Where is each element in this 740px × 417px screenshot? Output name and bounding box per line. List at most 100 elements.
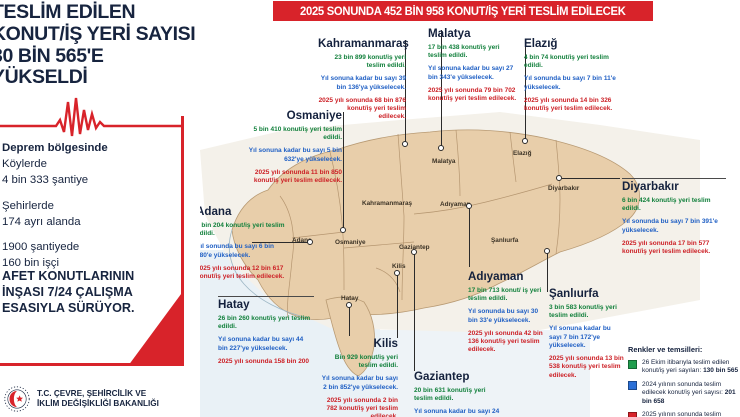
callout-2025-sanliurfa: 2025 yılı sonunda 13 bin 538 konut/iş ye…	[549, 355, 624, 379]
map-label-gaziantep: Gaziantep	[399, 244, 430, 251]
leader-kilis	[397, 274, 398, 338]
leader-adana	[252, 242, 310, 243]
callout-yearend-elazig: Yıl sonunda bu sayı 7 bin 11'e yükselece…	[524, 75, 616, 91]
legend-item-2025: 2025 yılının sonunda teslim edilecek kon…	[628, 411, 740, 417]
legend-item-2024: 2024 yılının sonunda teslim edilecek kon…	[628, 381, 740, 406]
map-label-kahramanmaras: Kahramanmaraş	[362, 200, 413, 207]
stat-workers-value: 160 bin işçi	[2, 257, 59, 270]
callout-yearend-adiyaman: Yıl sonunda bu sayı 30 bin 33'e yükselec…	[468, 308, 539, 324]
callout-delivered-diyarbakir: 6 bin 424 konut/iş yeri teslim edildi.	[622, 196, 711, 212]
callout-2025-adana: 2025 yılı sonunda 12 bin 617 konut/iş ye…	[196, 264, 285, 280]
callout-yearend-malatya: Yıl sonuna kadar bu sayı 27 bin 343'e yü…	[428, 65, 514, 81]
pin-hatay	[346, 302, 352, 308]
callout-delivered-osmaniye: 5 bin 410 konut/iş yeri teslim edildi.	[253, 125, 342, 141]
callout-kahramanmaras: Kahramanmaraş 23 bin 899 konut/iş yeri t…	[318, 37, 409, 122]
pin-gaziantep	[411, 249, 417, 255]
callout-2025-diyarbakir: 2025 yılı sonunda 17 bin 577 konut/iş ye…	[622, 239, 711, 255]
legend-swatch-blue	[628, 381, 637, 391]
stats-block: Deprem bölgesinde Köylerde 4 bin 333 şan…	[2, 140, 182, 280]
ministry-line-1: T.C. ÇEVRE, ŞEHİRCİLİK VE	[37, 388, 147, 398]
banner-text: 2025 SONUNDA 452 BİN 958 KONUT/İŞ YERİ T…	[300, 4, 626, 18]
pin-diyarbakir	[556, 175, 562, 181]
legend-text-red: 2025 yılının sonunda teslim edilecek kon…	[642, 411, 722, 417]
stat-villages-value: 4 bin 333 şantiye	[2, 174, 89, 187]
callout-city-name-diyarbakir: Diyarbakır	[622, 180, 679, 193]
callout-2025-osmaniye: 2025 yılı sonunda 11 bin 850 konut/iş ye…	[253, 168, 342, 184]
leader-malatya	[441, 30, 442, 148]
leader-sanliurfa	[547, 252, 548, 292]
headline-banner: 2025 SONUNDA 452 BİN 958 KONUT/İŞ YERİ T…	[273, 1, 653, 21]
legend-swatch-red	[628, 411, 637, 417]
map-label-adana: Adana	[292, 237, 312, 244]
callout-2025-adiyaman: 2025 yılı sonunda 42 bin 136 konut/iş ye…	[468, 329, 543, 354]
callout-yearend-adana: Yıl sonunda bu sayı 6 bin 680'e yükselec…	[196, 243, 275, 259]
callout-city-name-adiyaman: Adıyaman	[468, 270, 524, 283]
callout-diyarbakir: Diyarbakır 6 bin 424 konut/iş yeri tesli…	[622, 178, 726, 256]
leader-kahramanmaras	[405, 40, 406, 144]
callout-city-name-osmaniye: Osmaniye	[286, 109, 342, 122]
callout-adiyaman: Adıyaman 17 bin 713 konut/ iş yeri tesli…	[468, 270, 546, 355]
pin-sanliurfa	[544, 248, 550, 254]
callout-yearend-gaziantep: Yıl sonuna kadar bu sayı 24 bin 191'e yü…	[414, 408, 500, 417]
callout-delivered-malatya: 17 bin 438 konut/iş yeri teslim edildi.	[428, 43, 500, 59]
legend-text-blue: 2024 yılının sonunda teslim edilecek kon…	[642, 380, 736, 405]
pin-kilis	[394, 270, 400, 276]
callout-delivered-hatay: 26 bin 260 konut/iş yeri teslim edildi.	[218, 314, 311, 330]
ministry-branding: T.C. ÇEVRE, ŞEHİRCİLİK VE İKLİM DEĞİŞİKL…	[4, 386, 159, 412]
heartbeat-ekg-icon	[0, 97, 184, 137]
callout-osmaniye: Osmaniye 5 bin 410 konut/iş yeri teslim …	[248, 109, 342, 185]
coastline	[228, 229, 309, 319]
left-info-panel: TESLİM EDİLEN KONUT/İŞ YERİ SAYISI 30 Bİ…	[0, 0, 200, 417]
leader-gaziantep	[414, 253, 415, 371]
callout-city-name-sanliurfa: Şanlıurfa	[549, 287, 599, 300]
callout-delivered-elazig: 4 bin 74 konut/iş yeri teslim edildi.	[524, 53, 609, 69]
map-label-adiyaman: Adıyaman	[440, 201, 471, 208]
callout-2025-kilis: 2025 yılı sonunda 2 bin 782 konut/iş yer…	[326, 396, 398, 417]
map-label-diyarbakir: Diyarbakır	[548, 185, 580, 192]
callout-delivered-kilis: Bin 929 konut/iş yeri teslim edildi.	[334, 353, 398, 369]
callout-city-name-adana: Adana	[196, 205, 232, 218]
pin-kahramanmaras	[402, 141, 408, 147]
pin-elazig	[522, 138, 528, 144]
page-title: TESLİM EDİLEN KONUT/İŞ YERİ SAYISI 30 Bİ…	[0, 1, 196, 89]
callout-delivered-adiyaman: 17 bin 713 konut/ iş yeri teslim edildi.	[468, 286, 542, 302]
leader-adiyaman	[469, 207, 470, 267]
callout-city-name-kilis: Kilis	[373, 337, 398, 350]
callout-city-name-elazig: Elazığ	[524, 37, 558, 50]
leader-hatay	[349, 306, 350, 336]
closing-statement: AFET KONUTLARININ İNŞASI 7/24 ÇALIŞMA ES…	[2, 269, 135, 316]
callout-city-name-gaziantep: Gaziantep	[414, 370, 470, 383]
pin-adiyaman	[466, 203, 472, 209]
callout-adana: Adana 3 bin 204 konut/iş yeri teslim edi…	[196, 205, 288, 281]
stat-villages-label: Deprem bölgesinde	[2, 142, 108, 154]
ministry-name: T.C. ÇEVRE, ŞEHİRCİLİK VE İKLİM DEĞİŞİKL…	[37, 389, 159, 410]
ministry-line-2: İKLİM DEĞİŞİKLİĞİ BAKANLIĞI	[37, 399, 159, 408]
callout-yearend-sanliurfa: Yıl sonuna kadar bu sayı 7 bin 172'ye yü…	[549, 325, 611, 349]
pin-malatya	[438, 145, 444, 151]
stat-villages-sub: Köylerde	[2, 158, 47, 171]
province-borders	[279, 129, 561, 319]
map-label-sanliurfa: Şanlıurfa	[491, 237, 519, 244]
callout-gaziantep: Gaziantep 20 bin 631 konut/iş yeri tesli…	[414, 370, 506, 417]
leader-elazig	[525, 40, 526, 140]
callout-delivered-kahramanmaras: 23 bin 899 konut/iş yeri teslim edildi.	[334, 53, 406, 69]
map-label-osmaniye: Osmaniye	[335, 239, 366, 246]
map-label-kilis: Kilis	[392, 263, 406, 270]
stat-workers-label: 1900 şantiyede	[2, 240, 80, 253]
leader-osmaniye	[343, 112, 344, 230]
stat-cities-label: Şehirlerde	[2, 199, 54, 212]
stat-workers: 1900 şantiyede 160 bin işçi	[2, 239, 182, 271]
sea-area-south	[380, 330, 590, 417]
map-label-malatya: Malatya	[432, 158, 456, 165]
callout-2025-kahramanmaras: 2025 yılı sonunda 68 bin 876 konut/iş ye…	[318, 96, 406, 121]
callout-hatay: Hatay 26 bin 260 konut/iş yeri teslim ed…	[218, 296, 314, 366]
callout-2025-malatya: 2025 yılı sonunda 79 bin 702 konut/iş ye…	[428, 86, 517, 102]
legend-swatch-green	[628, 359, 637, 369]
stat-cities-value: 174 ayrı alanda	[2, 215, 81, 228]
map-label-hatay: Hatay	[341, 295, 359, 302]
callout-delivered-sanliurfa: 3 bin 583 konut/iş yeri teslim edildi.	[549, 303, 617, 319]
callout-yearend-kilis: Yıl sonuna kadar bu sayı 2 bin 852'ye yü…	[321, 375, 398, 391]
pin-adana	[307, 239, 313, 245]
